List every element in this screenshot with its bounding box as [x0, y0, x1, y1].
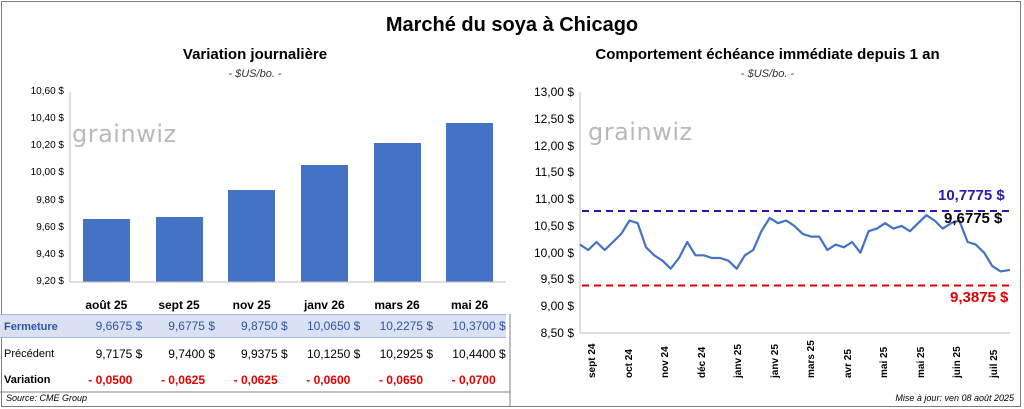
- left-y-tick: 10,40 $: [30, 113, 64, 125]
- right-chart-title: Comportement échéance immédiate depuis 1…: [595, 46, 940, 63]
- left-y-tick: 9,20 $: [36, 276, 64, 287]
- right-y-tick: 12,00 $: [533, 138, 574, 153]
- fermeture-value: 10,3700 $: [452, 319, 506, 333]
- variation-row: Variation: [0, 368, 506, 392]
- right-y-tick: 13,00 $: [533, 85, 574, 99]
- bar-3: [300, 164, 348, 282]
- bar-4: [373, 142, 421, 282]
- bar-0: [82, 218, 130, 282]
- fermeture-value: 9,8750 $: [240, 319, 288, 333]
- left-category-label: nov 25: [232, 298, 271, 312]
- right-y-tick: 12,50 $: [533, 111, 574, 126]
- precedent-value: 9,7175 $: [95, 347, 143, 361]
- fermeture-value: 10,2275 $: [379, 319, 433, 333]
- right-y-tick: 11,00 $: [534, 192, 574, 207]
- fermeture-label: Fermeture: [4, 321, 58, 333]
- precedent-value: 10,2925 $: [379, 347, 433, 361]
- right-y-tick: 10,00 $: [533, 245, 574, 260]
- high-annotation: 10,7775 $: [938, 187, 1005, 204]
- left-y-tick: 9,60 $: [36, 221, 64, 233]
- main-title: Marché du soya à Chicago: [385, 14, 639, 36]
- left-category-label: mai 26: [450, 298, 489, 312]
- current-annotation: 9,6775 $: [944, 210, 1003, 227]
- right-y-tick: 11,50 $: [534, 165, 574, 180]
- left-chart-unit: - $US/bo. -: [228, 68, 282, 80]
- variation-value: - 0,0600: [306, 373, 351, 387]
- price-series-line: [579, 214, 1011, 273]
- low-annotation: 9,3875 $: [950, 289, 1009, 306]
- variation-value: - 0,0625: [160, 373, 205, 387]
- fermeture-value: 9,6775 $: [168, 319, 215, 333]
- left-chart-title: Variation journalière: [182, 46, 328, 63]
- right-y-tick: 10,50 $: [533, 218, 574, 233]
- left-y-tick: 9,80 $: [36, 194, 64, 206]
- left-y-tick: 9,40 $: [36, 248, 64, 260]
- left-category-label: janv 26: [303, 298, 345, 312]
- precedent-row: Précédent: [0, 342, 506, 366]
- bar-1: [155, 217, 203, 282]
- right-y-tick: 9,00 $: [540, 299, 574, 314]
- precedent-value: 9,9375 $: [240, 347, 288, 361]
- grainwiz-logo-right: grainwiz: [588, 118, 693, 146]
- variation-label: Variation: [4, 374, 51, 386]
- fermeture-value: 10,0650 $: [306, 319, 361, 333]
- variation-value: - 0,0625: [233, 373, 278, 387]
- left-y-tick: 10,00 $: [30, 167, 64, 179]
- precedent-value: 10,4400 $: [452, 347, 506, 361]
- right-chart-unit: - $US/bo. -: [740, 68, 795, 80]
- bar-5: [446, 123, 494, 282]
- variation-value: - 0,0700: [451, 373, 496, 387]
- variation-value: - 0,0650: [378, 373, 423, 387]
- grainwiz-logo-left: grainwiz: [72, 120, 177, 148]
- variation-value: - 0,0500: [88, 373, 133, 387]
- fermeture-row: Fermeture: [0, 314, 506, 338]
- source-note: Source: CME Group: [6, 393, 88, 403]
- precedent-label: Précédent: [4, 348, 55, 360]
- right-y-tick: 8,50 $: [540, 326, 574, 340]
- right-y-tick: 9,50 $: [540, 272, 574, 287]
- left-y-tick: 10,60 $: [30, 86, 64, 97]
- left-y-tick: 10,20 $: [30, 140, 64, 152]
- update-note: Mise à jour: ven 08 août 2025: [895, 393, 1014, 403]
- left-category-label: août 25: [85, 298, 128, 312]
- precedent-value: 9,7400 $: [168, 347, 215, 361]
- bar-2: [228, 190, 276, 282]
- left-category-label: sept 25: [158, 298, 200, 312]
- left-category-label: mars 26: [374, 298, 420, 312]
- precedent-value: 10,1250 $: [306, 347, 361, 361]
- fermeture-value: 9,6675 $: [95, 319, 143, 333]
